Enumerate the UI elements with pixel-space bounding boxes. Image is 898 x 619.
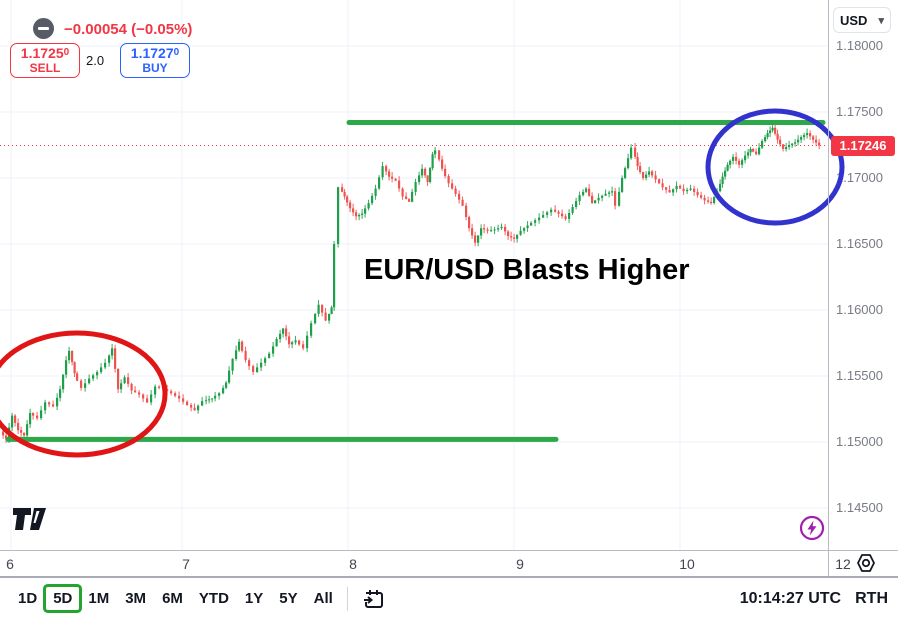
price-tick-label: 1.15000 [836, 434, 883, 449]
time-tick-label: 12 [835, 556, 851, 572]
session-toggle[interactable]: RTH [855, 589, 888, 607]
session-clock-group: 10:14:27 UTC RTH [740, 590, 888, 608]
last-price-badge: 1.17246 [831, 135, 895, 156]
price-tick-label: 1.16000 [836, 302, 883, 317]
range-button-5d[interactable]: 5D [46, 587, 79, 610]
candlestick-chart[interactable] [0, 0, 898, 550]
currency-label: USD [840, 12, 868, 28]
spread-value: 2.0 [86, 53, 105, 68]
range-toolbar: 1D 5D 1M 3M 6M YTD 1Y 5Y All [10, 586, 386, 611]
price-change-text: −0.00054 (−0.05%) [64, 21, 193, 38]
price-tick-label: 1.16500 [836, 236, 883, 251]
chart-annotation-title: EUR/USD Blasts Higher [364, 254, 690, 286]
red-circle-annotation [0, 330, 168, 458]
range-buttons: 1D 5D 1M 3M 6M YTD 1Y 5Y All [10, 587, 341, 610]
time-tick-label: 7 [182, 556, 190, 572]
range-button-3m[interactable]: 3M [118, 587, 153, 610]
price-tick-label: 1.14500 [836, 500, 883, 515]
price-tick-label: 1.15500 [836, 368, 883, 383]
buy-price: 1.17270 [130, 45, 180, 62]
price-axis-border [828, 0, 829, 576]
time-axis-border [0, 550, 898, 551]
bottom-toolbar: 1D 5D 1M 3M 6M YTD 1Y 5Y All 10:14:27 UTC RTH [0, 578, 898, 619]
price-tick-label: 1.17500 [836, 104, 883, 119]
buy-label: BUY [142, 60, 168, 75]
time-tick-label: 6 [6, 556, 14, 572]
range-button-1y[interactable]: 1Y [238, 587, 270, 610]
range-button-all[interactable]: All [307, 587, 340, 610]
sell-button[interactable]: 1.17250 SELL [10, 43, 80, 78]
legend-collapse-icon[interactable] [33, 18, 54, 39]
minus-icon [38, 27, 49, 30]
time-tick-label: 10 [679, 556, 695, 572]
buy-button[interactable]: 1.17270 BUY [120, 43, 190, 78]
flash-icon[interactable] [798, 514, 826, 542]
toolbar-divider [346, 586, 348, 611]
gear-icon[interactable] [854, 551, 878, 575]
price-tick-label: 1.17000 [836, 170, 883, 185]
range-button-5y[interactable]: 5Y [272, 587, 304, 610]
price-tick-label: 1.18000 [836, 38, 883, 53]
calendar-arrow-icon [363, 589, 383, 608]
time-tick-label: 9 [516, 556, 524, 572]
time-tick-label: 8 [349, 556, 357, 572]
range-button-1m[interactable]: 1M [81, 587, 116, 610]
currency-dropdown[interactable]: USD ▾ [833, 7, 891, 33]
range-button-ytd[interactable]: YTD [192, 587, 236, 610]
range-button-1d[interactable]: 1D [11, 587, 44, 610]
footer-separator [0, 576, 898, 578]
blue-circle-annotation [705, 108, 845, 226]
chevron-down-icon: ▾ [878, 14, 884, 27]
go-to-date-button[interactable] [362, 587, 386, 611]
clock-text: 10:14:27 UTC [739, 589, 842, 607]
tradingview-logo-icon[interactable] [12, 505, 50, 533]
range-button-6m[interactable]: 6M [155, 587, 190, 610]
sell-price: 1.17250 [20, 45, 70, 62]
sell-label: SELL [29, 60, 61, 75]
